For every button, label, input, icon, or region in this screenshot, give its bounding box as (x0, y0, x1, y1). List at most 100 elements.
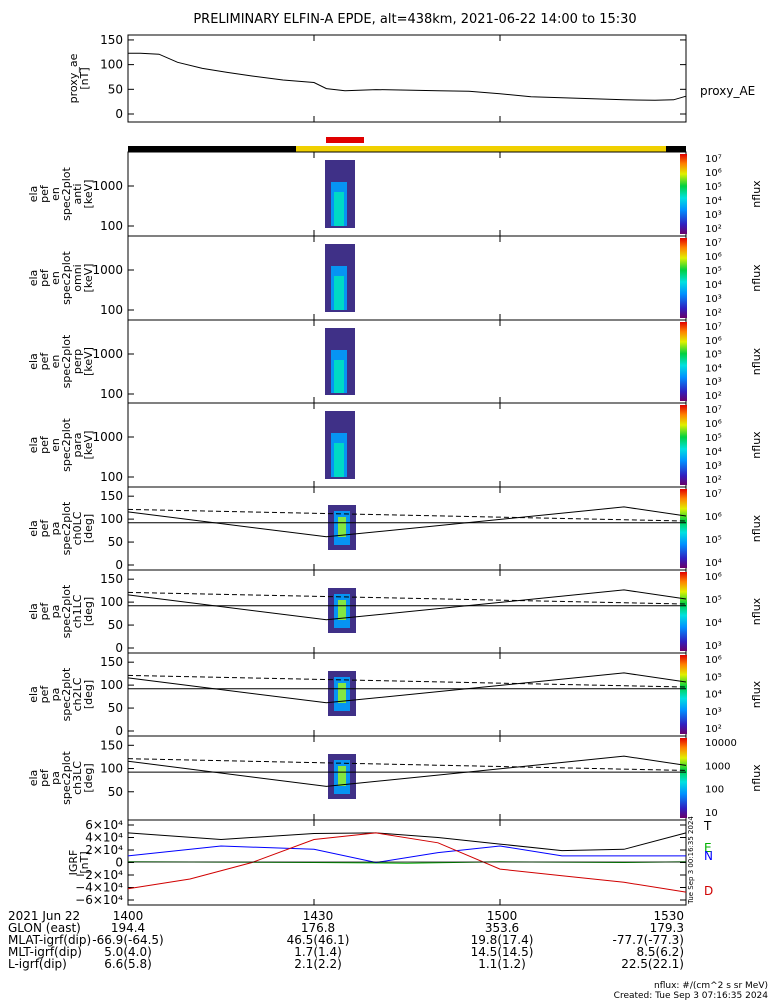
anti-loss-cone-line (127, 508, 687, 522)
xaxis-row-value: 179.3 (650, 921, 684, 935)
series-line-e (127, 861, 687, 864)
colorbar-tick-label: 10³ (705, 707, 722, 718)
spectrogram-data (338, 517, 346, 537)
panel-frame (127, 151, 687, 237)
colorbar-tick-label: 10³ (705, 641, 722, 652)
y-tick-label: 0 (115, 856, 123, 870)
xaxis-row-value: 2.1(2.2) (294, 957, 342, 971)
spectrogram-data (334, 192, 344, 226)
xaxis-row-value: 6.6(5.8) (104, 957, 152, 971)
y-tick-label: 1000 (92, 347, 123, 361)
colorbar-tick-label: 10⁷ (705, 489, 722, 500)
y-tick-label: 150 (100, 33, 123, 47)
ylabel-line: pef (38, 352, 51, 371)
ylabel-line: pa (49, 771, 62, 785)
ylabel-line: en (49, 355, 62, 369)
loss-cone-line (127, 672, 687, 704)
ylabel-line: ch0LC (71, 511, 84, 545)
xaxis-row-label: GLON (east) (8, 921, 81, 935)
ylabel-line: ela (27, 770, 40, 787)
ylabel-line: spec2plot (60, 167, 73, 221)
ylabel-line: en (49, 438, 62, 452)
ylabel-line: pef (38, 519, 51, 538)
series-line-n (127, 845, 686, 864)
status-bar-black-right (666, 146, 686, 152)
colorbar-tick-label: 10³ (705, 210, 722, 221)
spectrogram-data (334, 443, 344, 477)
ylabel-line: pa (49, 522, 62, 536)
loss-cone-line (127, 755, 687, 787)
series-label-e: E (704, 841, 712, 855)
xaxis-row-value: 5.0(4.0) (104, 945, 152, 959)
panel-igrf: IGRF[nT] 6×10⁴4×10⁴2×10⁴0−2×10⁴−4×10⁴−6×1… (67, 818, 713, 907)
xaxis-row-value: 1500 (487, 909, 518, 923)
xaxis-row-value: 14.5(14.5) (471, 945, 534, 959)
colorbar-tick-label: 10⁴ (705, 558, 722, 569)
science-zone-bar (326, 137, 364, 143)
colorbar (680, 572, 687, 651)
colorbar-tick-label: 10⁴ (705, 363, 722, 374)
y-tick-label: 1000 (92, 179, 123, 193)
colorbar-tick-label: 10⁵ (705, 182, 722, 193)
ylabel-line: [keV] (82, 264, 95, 293)
colorbar-label: nflux (750, 347, 763, 375)
y-tick-label: 100 (100, 678, 123, 692)
ylabel-line: pef (38, 184, 51, 203)
y-tick-label: 100 (100, 303, 123, 317)
xaxis-row-value: 176.8 (301, 921, 335, 935)
loss-cone-line (127, 589, 687, 621)
xaxis-row-value: 353.6 (485, 921, 519, 935)
y-tick-label: 50 (108, 701, 123, 715)
xaxis-row-value: -77.7(-77.3) (613, 933, 684, 947)
y-tick-label: 100 (100, 512, 123, 526)
y-tick-label: 0 (115, 558, 123, 572)
ylabel-line: omni (71, 264, 84, 291)
y-tick-label: 50 (108, 785, 123, 799)
ylabel-line: [deg] (82, 680, 95, 709)
ylabel-line: ela (27, 186, 40, 203)
xaxis-row-value: 22.5(22.1) (621, 957, 684, 971)
colorbar (680, 322, 687, 401)
series-line-d (127, 832, 687, 893)
y-tick-label: 100 (100, 470, 123, 484)
colorbar-tick-label: 10⁶ (705, 419, 722, 430)
y-tick-label: 0 (115, 107, 123, 121)
xaxis-row-value: 1.1(1.2) (478, 957, 526, 971)
ylabel-line: pef (38, 602, 51, 621)
colorbar-tick-label: 10⁵ (705, 595, 722, 606)
colorbar-tick-label: 10 (705, 808, 718, 819)
ylabel-line: proxy_ae (67, 53, 80, 103)
y-tick-label: 50 (108, 82, 123, 96)
ylabel-line: ela (27, 437, 40, 454)
ylabel-line: [nT] (78, 67, 91, 89)
ylabel-line: pef (38, 685, 51, 704)
ylabel-line: [keV] (82, 347, 95, 376)
colorbar-tick-label: 10³ (705, 294, 722, 305)
y-tick-label: 0 (115, 724, 123, 738)
colorbar-label: nflux (750, 180, 763, 208)
colorbar-tick-label: 10⁵ (705, 266, 722, 277)
y-tick-label: 150 (100, 572, 123, 586)
y-tick-label: 1000 (92, 263, 123, 277)
status-bar-black-left (128, 146, 296, 152)
colorbar-tick-label: 10⁶ (705, 252, 722, 263)
y-tick-label: 100 (100, 387, 123, 401)
series-line-proxy_ae (128, 52, 687, 101)
ylabel-line: IGRF (67, 850, 80, 876)
colorbar-tick-label: 10² (705, 724, 722, 735)
ylabel-line: spec2plot (60, 751, 73, 805)
xaxis-row-label: 2021 Jun 22 (8, 909, 80, 923)
ylabel-line: en (49, 271, 62, 285)
ylabel-line: ch2LC (71, 677, 84, 711)
series-label-d: D (704, 884, 713, 898)
y-tick-label: 100 (100, 58, 123, 72)
colorbar-tick-label: 10⁶ (705, 512, 722, 523)
y-tick-label: 1000 (92, 430, 123, 444)
xaxis-row-label: MLAT-igrf(dip) (8, 933, 91, 947)
panel-frame (127, 402, 687, 488)
ylabel-line: spec2plot (60, 584, 73, 638)
colorbar-tick-label: 10² (705, 308, 722, 319)
